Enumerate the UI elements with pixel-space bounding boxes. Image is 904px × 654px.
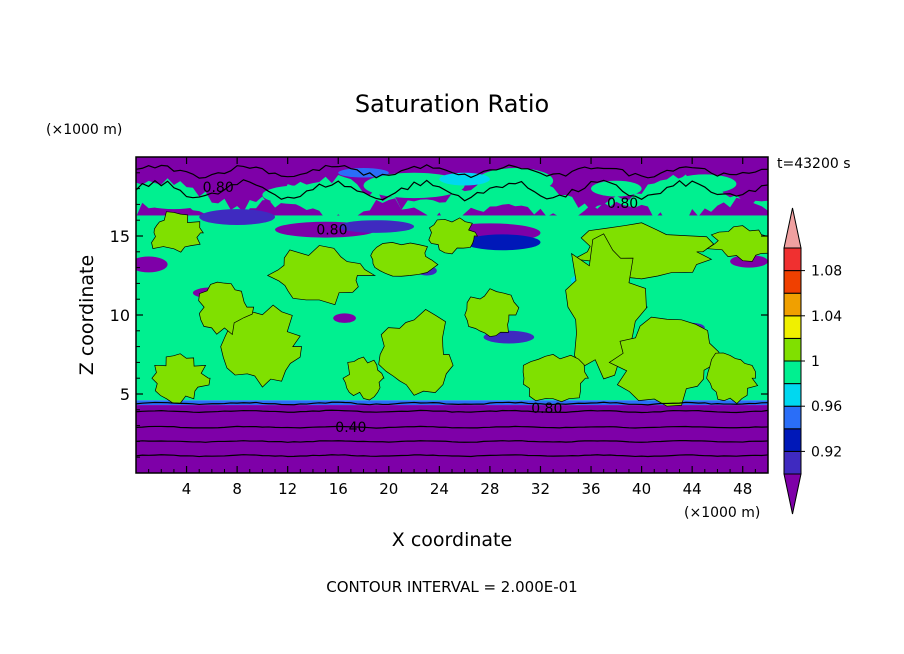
supersaturated-region-0 — [151, 211, 204, 253]
colorbar: 0.92 0.96 1 1.04 1.08 — [783, 207, 842, 515]
x-tick-label: 4 — [182, 480, 192, 498]
colorbar-swatch — [783, 247, 802, 272]
x-tick-label: 32 — [531, 480, 550, 498]
supersaturated-region-1 — [266, 245, 377, 306]
field-patch-2 — [363, 172, 465, 199]
x-unit-label: (×1000 m) — [684, 505, 760, 521]
field-patch-8 — [199, 209, 276, 225]
saturation-field — [136, 157, 768, 473]
transition-band — [136, 400, 768, 406]
x-axis-label: X coordinate — [392, 529, 512, 551]
supersaturated-region-15 — [428, 217, 479, 255]
contour-label: 0.80 — [531, 401, 562, 417]
colorbar-tick-label: 1.04 — [811, 309, 842, 325]
time-label: t=43200 s — [777, 156, 851, 172]
colorbar-swatch — [783, 270, 802, 294]
colorbar-swatch — [783, 337, 802, 362]
supersaturated-region-10 — [608, 316, 726, 407]
contour-0.10 — [136, 454, 768, 458]
colorbar-swatch — [783, 405, 802, 430]
field-patch-16 — [333, 313, 356, 323]
contour-lines — [136, 164, 768, 458]
x-tick-label: 40 — [632, 480, 651, 498]
supersaturated-region-2 — [370, 242, 439, 277]
x-tick-label: 44 — [683, 480, 702, 498]
supersaturated-region-12 — [706, 352, 759, 404]
colorbar-swatch — [783, 450, 802, 475]
colorbar-tick-label: 1.08 — [811, 264, 842, 280]
supersaturated-region-7 — [378, 309, 454, 396]
y-tick-label: 5 — [120, 385, 130, 404]
field-patch-13 — [136, 256, 168, 273]
colorbar-tick-label: 1 — [811, 354, 820, 370]
field-patch-4 — [591, 180, 642, 197]
x-tick-label: 20 — [379, 480, 398, 498]
contour-0.60-high — [136, 164, 768, 179]
contour-label: 0.40 — [335, 420, 366, 436]
contour-0.80-low — [136, 409, 768, 414]
colorbar-tick-label: 0.96 — [811, 399, 842, 415]
supersaturated-region-6 — [151, 353, 211, 404]
contour-label: 0.80 — [607, 196, 638, 212]
chart-title: Saturation Ratio — [355, 90, 549, 118]
colorbar-swatch — [783, 315, 802, 339]
contour-labels: 0.80 0.80 0.80 0.80 0.40 — [203, 180, 639, 436]
supersaturated-region-4 — [706, 225, 768, 262]
supersaturated-region-8 — [464, 288, 520, 337]
y-axis-ticks: 5 10 15 — [110, 172, 768, 458]
colorbar-under-triangle — [783, 473, 802, 515]
y-unit-label: (×1000 m) — [46, 122, 122, 138]
x-tick-label: 12 — [278, 480, 297, 498]
field-patch-0 — [142, 193, 206, 210]
contour-label: 0.80 — [316, 223, 347, 239]
field-patch-1 — [262, 185, 339, 205]
x-tick-label: 36 — [581, 480, 600, 498]
lower-dry-layer — [136, 405, 768, 473]
contour-0.40 — [136, 425, 768, 429]
colorbar-swatch — [783, 383, 802, 407]
field-patch-5 — [673, 174, 737, 194]
y-tick-label: 15 — [110, 227, 130, 246]
colorbar-swatch — [783, 360, 802, 385]
colorbar-swatch — [783, 292, 802, 317]
supersaturated-region-14 — [342, 356, 385, 401]
contour-0.20 — [136, 440, 768, 443]
colorbar-tick-label: 0.92 — [811, 444, 842, 460]
supersaturated-region-11 — [522, 354, 589, 403]
x-tick-label: 16 — [329, 480, 348, 498]
supersaturated-region-13 — [198, 281, 255, 336]
x-tick-label: 48 — [733, 480, 752, 498]
colorbar-swatch — [783, 428, 802, 452]
field-patch-10 — [338, 220, 415, 233]
x-tick-label: 28 — [480, 480, 499, 498]
field-patch-12 — [464, 234, 541, 251]
field-patch-7 — [439, 172, 490, 186]
y-tick-label: 10 — [110, 306, 130, 325]
contour-0.80-high — [136, 179, 768, 202]
x-tick-label: 24 — [430, 480, 449, 498]
supersaturated-region-5 — [220, 304, 302, 388]
field-patch-6 — [338, 168, 389, 178]
x-tick-label: 8 — [232, 480, 242, 498]
colorbar-over-triangle — [783, 207, 802, 249]
contour-label: 0.80 — [203, 180, 234, 196]
contour-interval-footer: CONTOUR INTERVAL = 2.000E-01 — [326, 578, 577, 596]
contour-0.90-low — [136, 401, 768, 406]
x-axis-ticks: 4 8 12 16 20 24 28 32 36 40 44 48 — [148, 157, 756, 498]
y-axis-label: Z coordinate — [76, 255, 98, 375]
